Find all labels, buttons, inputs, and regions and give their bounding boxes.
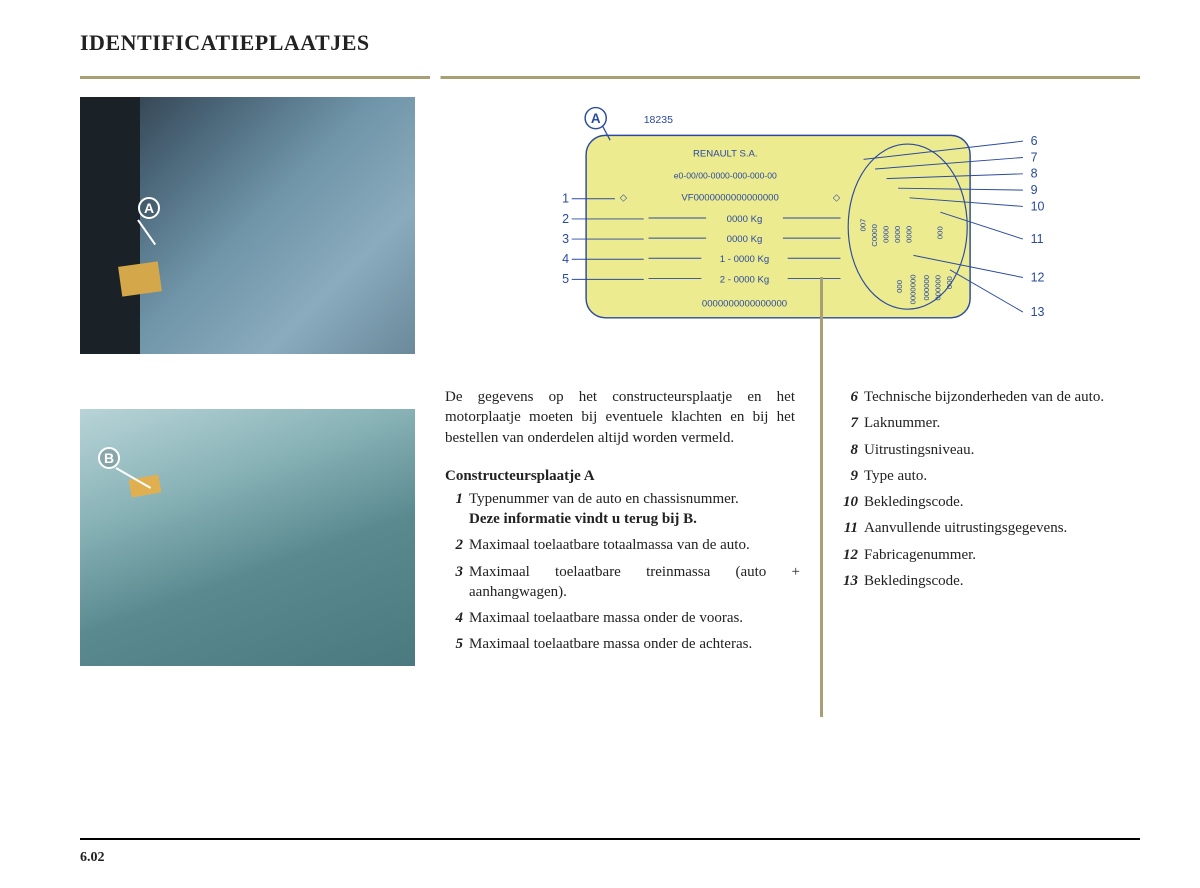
svg-text:A: A — [591, 111, 601, 126]
svg-text:0000: 0000 — [882, 226, 891, 243]
svg-text:0000000: 0000000 — [908, 274, 917, 304]
list-item: 12Fabricagenummer. — [840, 545, 1140, 565]
subhead-plate-a: Constructeursplaatje A — [445, 468, 800, 485]
list-item: 5Maximaal toelaatbare massa onder de ach… — [445, 634, 800, 654]
svg-text:18235: 18235 — [644, 114, 673, 126]
list-item: 1Typenummer van de auto en chassisnummer… — [445, 489, 800, 530]
list-item: 4Maximaal toelaatbare massa onder de voo… — [445, 608, 800, 628]
svg-text:VF0000000000000000: VF0000000000000000 — [681, 193, 778, 204]
svg-text:◇: ◇ — [833, 193, 841, 204]
svg-text:10: 10 — [1031, 199, 1045, 213]
svg-text:5: 5 — [562, 272, 569, 286]
svg-text:000000: 000000 — [933, 275, 942, 301]
list-item: 9Type auto. — [840, 466, 1140, 486]
list-item: 2Maximaal toelaatbare totaalmassa van de… — [445, 535, 800, 555]
svg-text:2 - 0000 Kg: 2 - 0000 Kg — [720, 274, 770, 285]
svg-text:6: 6 — [1031, 134, 1038, 148]
svg-text:13: 13 — [1031, 305, 1045, 319]
svg-text:8: 8 — [1031, 167, 1038, 181]
plate-diagram: A 18235 RENAULT S.A. e0-00/00-0000-000-0… — [445, 97, 1140, 337]
svg-text:000000: 000000 — [922, 275, 931, 301]
svg-text:12: 12 — [1031, 270, 1045, 284]
svg-text:0000 Kg: 0000 Kg — [727, 214, 763, 225]
horizontal-rule — [80, 76, 1140, 79]
svg-text:1 - 0000 Kg: 1 - 0000 Kg — [720, 254, 770, 265]
svg-text:9: 9 — [1031, 183, 1038, 197]
photo-callout-b: B — [98, 447, 120, 469]
svg-text:7: 7 — [1031, 150, 1038, 164]
svg-text:1: 1 — [562, 192, 569, 206]
list-item: 13Bekledingscode. — [840, 571, 1140, 591]
svg-text:2: 2 — [562, 212, 569, 226]
svg-text:0000: 0000 — [893, 226, 902, 243]
photo-door-pillar: A — [80, 97, 415, 354]
svg-text:C0000: C0000 — [870, 224, 879, 247]
list-item: 3Maximaal toelaatbare treinmassa (auto +… — [445, 562, 800, 603]
list-item: 7Laknummer. — [840, 413, 1140, 433]
list-left: 1Typenummer van de auto en chassisnummer… — [445, 489, 800, 655]
intro-paragraph: De gegevens op het constructeursplaatje … — [445, 387, 795, 448]
svg-text:0000000000000000: 0000000000000000 — [702, 298, 787, 309]
photo-windscreen: B — [80, 409, 415, 666]
svg-text:0000: 0000 — [905, 226, 914, 243]
svg-text:000: 000 — [895, 280, 904, 293]
svg-text:11: 11 — [1031, 232, 1044, 246]
page-title: IDENTIFICATIEPLAATJES — [80, 30, 1140, 56]
list-item: 11Aanvullende uitrustingsgegevens. — [840, 518, 1140, 538]
page-number: 6.02 — [80, 850, 105, 866]
svg-text:007: 007 — [858, 219, 867, 232]
list-item: 8Uitrustingsniveau. — [840, 440, 1140, 460]
list-item: 10Bekledingscode. — [840, 492, 1140, 512]
svg-text:3: 3 — [562, 232, 569, 246]
svg-text:RENAULT S.A.: RENAULT S.A. — [693, 149, 758, 160]
photo-callout-a: A — [138, 197, 160, 219]
svg-text:0000 Kg: 0000 Kg — [727, 234, 763, 245]
column-divider — [820, 277, 823, 717]
svg-text:e0-00/00-0000-000-000-00: e0-00/00-0000-000-000-00 — [674, 171, 777, 181]
svg-text:◇: ◇ — [620, 193, 628, 204]
svg-text:000: 000 — [935, 226, 944, 239]
list-item: 6Technische bijzonderheden van de auto. — [840, 387, 1140, 407]
list-right: 6Technische bijzonderheden van de auto. 7… — [840, 387, 1140, 591]
svg-text:000: 000 — [945, 276, 954, 289]
svg-text:4: 4 — [562, 252, 569, 266]
